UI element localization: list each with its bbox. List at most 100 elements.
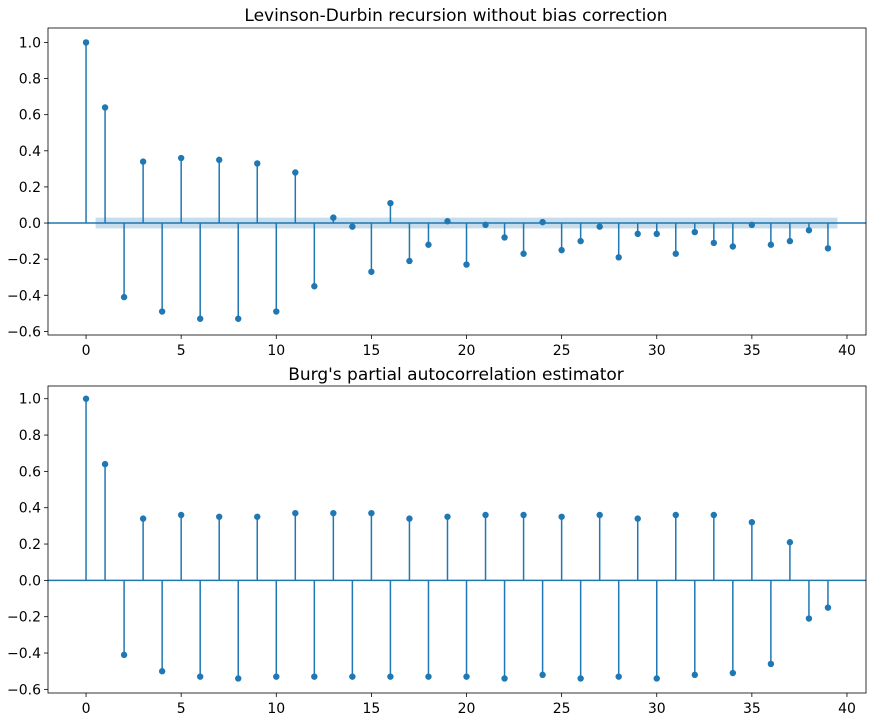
x-tick-label: 10 (267, 343, 285, 359)
x-tick-label: 25 (553, 343, 571, 359)
data-point (273, 673, 280, 680)
data-point (653, 675, 660, 682)
data-point (101, 460, 109, 468)
x-tick-label: 15 (362, 343, 380, 359)
data-point (672, 511, 679, 519)
levinson-durbin-panel: Levinson-Durbin recursion without bias c… (7, 6, 867, 359)
data-point (615, 254, 622, 261)
x-tick-label: 15 (362, 701, 380, 717)
data-point (120, 651, 128, 659)
y-tick-label: −0.6 (7, 682, 41, 698)
data-point (82, 39, 90, 46)
y-tick-label: 0.8 (19, 72, 41, 88)
axes-frame (47, 27, 867, 336)
y-tick-label: 0.2 (19, 180, 41, 196)
data-point (634, 230, 641, 238)
data-point (786, 237, 794, 245)
axis-ticks: 0 5 10 15 20 25 30 35 40 −0.6 −0.4 −0.2 0.0 0.2 0.4 0.6… (7, 35, 856, 359)
burg-panel: Burg's partial autocorrelation estimator… (7, 365, 867, 717)
data-point (82, 395, 90, 402)
data-point (824, 245, 832, 252)
data-point (520, 250, 527, 257)
data-point (463, 261, 470, 268)
axis-ticks: 0 5 10 15 20 25 30 35 40 −0.6 −0.4 −0.2 0.0 0.2 0.4 0.6… (7, 392, 856, 717)
data-point (177, 511, 185, 519)
data-point (216, 513, 223, 520)
data-point (615, 673, 622, 680)
y-tick-label: −0.6 (7, 324, 41, 340)
data-point (120, 293, 128, 301)
data-point (254, 160, 261, 167)
data-point (596, 223, 603, 230)
data-point (539, 218, 546, 226)
data-point (425, 673, 432, 680)
x-tick-label: 30 (648, 343, 666, 359)
data-point (767, 660, 775, 668)
data-point (577, 675, 584, 682)
data-point (177, 154, 185, 162)
data-point (406, 515, 413, 522)
data-point (292, 169, 299, 176)
data-point (691, 671, 698, 679)
data-point (539, 671, 546, 679)
data-point (558, 513, 565, 520)
data-point (786, 539, 794, 546)
data-point (501, 675, 508, 682)
x-tick-label: 0 (82, 343, 91, 359)
data-point (406, 257, 413, 265)
data-point (349, 223, 356, 230)
data-point (710, 511, 718, 519)
data-point (729, 669, 737, 677)
y-tick-label: 0.2 (19, 537, 41, 553)
data-point (216, 156, 223, 164)
y-tick-label: 0.6 (19, 108, 41, 124)
data-point (596, 511, 603, 519)
x-tick-label: 5 (177, 701, 186, 717)
data-point (254, 513, 261, 520)
y-tick-label: 1.0 (19, 35, 41, 51)
data-point (748, 221, 756, 229)
data-point (158, 308, 166, 315)
y-tick-label: 1.0 (19, 392, 41, 408)
data-point (387, 673, 394, 680)
axes-frame (47, 385, 867, 694)
data-point (330, 509, 337, 517)
data-point (482, 511, 489, 519)
data-point (710, 239, 718, 247)
data-point (634, 515, 641, 522)
y-tick-label: −0.4 (7, 288, 41, 304)
data-point (805, 227, 813, 234)
data-point (748, 519, 756, 526)
data-point (196, 673, 204, 680)
y-tick-label: −0.2 (7, 610, 41, 626)
data-point (444, 218, 451, 225)
data-point (577, 237, 584, 245)
data-point (139, 515, 147, 522)
chart-title: Levinson-Durbin recursion without bias c… (244, 6, 667, 26)
y-tick-label: 0.0 (19, 216, 41, 232)
data-point (672, 250, 679, 257)
x-tick-label: 0 (82, 701, 91, 717)
data-point (729, 243, 737, 250)
x-tick-label: 10 (267, 701, 285, 717)
data-point (330, 214, 337, 221)
data-point (520, 511, 527, 519)
data-point (235, 315, 242, 322)
data-point (387, 199, 394, 207)
x-tick-label: 5 (177, 343, 186, 359)
data-point (425, 241, 432, 248)
data-point (501, 234, 508, 241)
data-point (444, 513, 451, 520)
x-tick-label: 35 (743, 343, 761, 359)
y-tick-label: 0.0 (19, 573, 41, 589)
data-point (824, 604, 832, 611)
data-point (273, 308, 280, 315)
y-tick-label: 0.8 (19, 428, 41, 444)
x-tick-label: 25 (553, 701, 571, 717)
data-point (691, 228, 698, 236)
data-point (349, 673, 356, 680)
data-point (139, 158, 147, 165)
x-tick-label: 35 (743, 701, 761, 717)
x-tick-label: 30 (648, 701, 666, 717)
